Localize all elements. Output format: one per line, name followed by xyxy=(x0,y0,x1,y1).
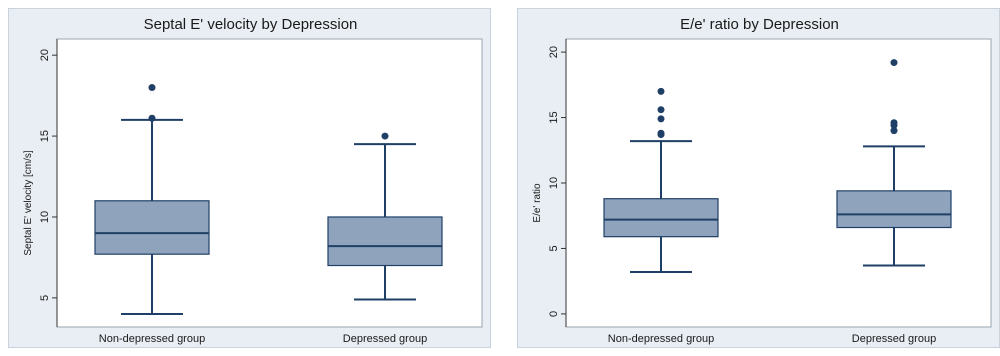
chart-panel-septal: Septal E' velocity by Depression 5 10 15 20 S… xyxy=(8,8,491,348)
outlier-point xyxy=(148,114,156,122)
box-iqr xyxy=(94,200,210,255)
outlier-point xyxy=(890,59,898,67)
x-category-label: Non-depressed group xyxy=(99,333,205,345)
chart-title: E/e' ratio by Depression xyxy=(680,16,839,33)
x-category-label: Depressed group xyxy=(343,333,427,345)
y-tick-label: 15 xyxy=(39,130,51,142)
outlier-point xyxy=(381,132,389,140)
chart-title: Septal E' velocity by Depression xyxy=(144,16,358,33)
y-tick-label: 5 xyxy=(39,295,51,301)
y-tick-label: 10 xyxy=(548,177,560,189)
outlier-point xyxy=(890,119,898,127)
x-category-label: Depressed group xyxy=(852,333,936,345)
outlier-point xyxy=(657,129,665,137)
chart-panel-ee-ratio: E/e' ratio by Depression 0 5 10 15 20 E/e' rat… xyxy=(517,8,1000,348)
box-iqr xyxy=(603,198,719,238)
y-tick-label: 15 xyxy=(548,111,560,123)
plot-area xyxy=(565,38,992,328)
y-tick-label: 5 xyxy=(548,245,560,251)
y-axis-label: Septal E' velocity [cm/s] xyxy=(23,150,34,256)
chart-svg: Septal E' velocity by Depression 5 10 15 20 S… xyxy=(23,16,483,345)
outlier-point xyxy=(657,115,665,123)
y-tick-label: 10 xyxy=(39,211,51,223)
y-tick-label: 20 xyxy=(548,46,560,58)
x-category-label: Non-depressed group xyxy=(608,333,714,345)
box-iqr xyxy=(327,216,443,267)
outlier-point xyxy=(890,127,898,135)
outlier-point xyxy=(657,106,665,114)
y-tick-label: 20 xyxy=(39,49,51,61)
plot-area xyxy=(56,38,483,328)
y-axis-label: E/e' ratio xyxy=(532,183,543,223)
chart-svg: E/e' ratio by Depression 0 5 10 15 20 E/e' rat… xyxy=(532,16,992,345)
y-tick-label: 0 xyxy=(548,311,560,317)
outlier-point xyxy=(657,87,665,95)
outlier-point xyxy=(148,84,156,92)
box-iqr xyxy=(836,190,952,229)
